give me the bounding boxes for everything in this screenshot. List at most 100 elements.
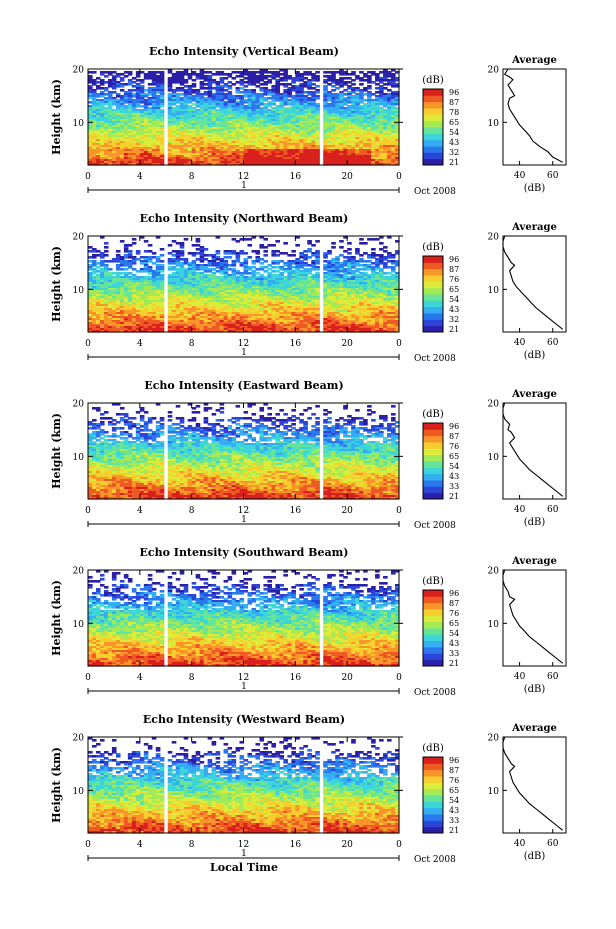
heatmap-cell: [295, 266, 300, 269]
heatmap-cell: [267, 268, 273, 271]
heatmap-cell: [383, 133, 388, 136]
heatmap-cell: [379, 242, 384, 245]
heatmap-cell: [111, 71, 117, 74]
heatmap-cell: [147, 113, 153, 116]
heatmap-cell: [363, 133, 368, 136]
heatmap-cell: [263, 238, 269, 241]
heatmap-cell: [315, 107, 320, 110]
heatmap-cell: [383, 129, 388, 132]
heatmap-cell: [159, 119, 165, 122]
heatmap-cell: [391, 282, 396, 285]
heatmap-cell: [339, 107, 344, 110]
heatmap-cell: [219, 85, 225, 88]
heatmap-cell: [283, 129, 288, 132]
heatmap-cell: [335, 280, 340, 283]
heatmap-cell: [139, 127, 145, 130]
heatmap-cell: [195, 109, 201, 112]
heatmap-cell: [179, 258, 185, 261]
heatmap-cell: [371, 268, 376, 271]
heatmap-cell: [311, 153, 316, 156]
heatmap-cell: [267, 75, 273, 78]
heatmap-cell: [343, 270, 348, 273]
heatmap-cell: [335, 83, 340, 86]
heatmap-cell: [363, 282, 368, 285]
heatmap-cell: [127, 143, 133, 146]
heatmap-cell: [243, 262, 249, 265]
heatmap-cell: [88, 153, 93, 156]
heatmap-cell: [307, 155, 312, 158]
heatmap-cell: [303, 107, 308, 110]
heatmap-cell: [315, 282, 320, 285]
heatmap-cell: [311, 123, 316, 126]
heatmap-cell: [367, 111, 372, 114]
heatmap-cell: [131, 127, 137, 130]
heatmap-cell: [187, 105, 193, 108]
heatmap-cell: [199, 274, 205, 277]
heatmap-cell: [295, 105, 300, 108]
heatmap-cell: [127, 256, 133, 259]
heatmap-cell: [279, 99, 284, 102]
heatmap-cell: [111, 123, 117, 126]
heatmap-cell: [207, 99, 213, 102]
heatmap-cell: [303, 163, 308, 166]
heatmap-cell: [195, 149, 201, 152]
heatmap-cell: [199, 248, 205, 251]
heatmap-cell: [367, 157, 372, 160]
heatmap-cell: [279, 95, 284, 98]
heatmap-cell: [263, 97, 269, 100]
heatmap-cell: [355, 161, 360, 164]
heatmap-cell: [167, 87, 173, 90]
heatmap-cell: [175, 139, 181, 142]
heatmap-cell: [307, 105, 312, 108]
heatmap-cell: [131, 282, 137, 285]
heatmap-cell: [375, 282, 380, 285]
heatmap-cell: [139, 89, 145, 92]
heatmap-cell: [123, 161, 129, 164]
heatmap-cell: [107, 135, 113, 138]
heatmap-cell: [211, 121, 217, 124]
heatmap-cell: [215, 81, 221, 84]
heatmap-cell: [327, 260, 332, 263]
heatmap-cell: [227, 105, 233, 108]
heatmap-cell: [279, 147, 284, 150]
heatmap-cell: [219, 266, 225, 269]
heatmap-cell: [171, 161, 177, 164]
heatmap-cell: [247, 155, 253, 158]
heatmap-cell: [311, 135, 316, 138]
heatmap-cell: [179, 250, 185, 253]
heatmap-cell: [219, 151, 225, 154]
heatmap-cell: [187, 113, 193, 116]
heatmap-cell: [363, 141, 368, 144]
heatmap-cell: [295, 111, 300, 114]
heatmap-cell: [295, 282, 300, 285]
heatmap-cell: [271, 145, 276, 148]
heatmap-cell: [375, 274, 380, 277]
heatmap-cell: [139, 145, 145, 148]
heatmap-cell: [383, 105, 388, 108]
heatmap-cell: [95, 155, 101, 158]
heatmap-cell: [255, 113, 261, 116]
heatmap-cell: [303, 268, 308, 271]
heatmap-cell: [291, 123, 296, 126]
heatmap-cell: [299, 105, 304, 108]
heatmap-cell: [243, 155, 249, 158]
heatmap-cell: [183, 272, 189, 275]
heatmap-cell: [263, 141, 269, 144]
heatmap-cell: [391, 85, 396, 88]
heatmap-cell: [343, 282, 348, 285]
heatmap-cell: [371, 159, 376, 162]
heatmap-cell: [203, 280, 209, 283]
heatmap-cell: [395, 137, 400, 140]
heatmap-cell: [395, 252, 400, 255]
heatmap-cell: [179, 254, 185, 257]
heatmap-cell: [343, 83, 348, 86]
heatmap-cell: [139, 280, 145, 283]
heatmap-cell: [167, 99, 173, 102]
heatmap-cell: [171, 137, 177, 140]
heatmap-cell: [387, 143, 392, 146]
heatmap-cell: [315, 278, 320, 281]
heatmap-cell: [207, 103, 213, 106]
heatmap-cell: [171, 101, 177, 104]
heatmap-cell: [251, 105, 257, 108]
